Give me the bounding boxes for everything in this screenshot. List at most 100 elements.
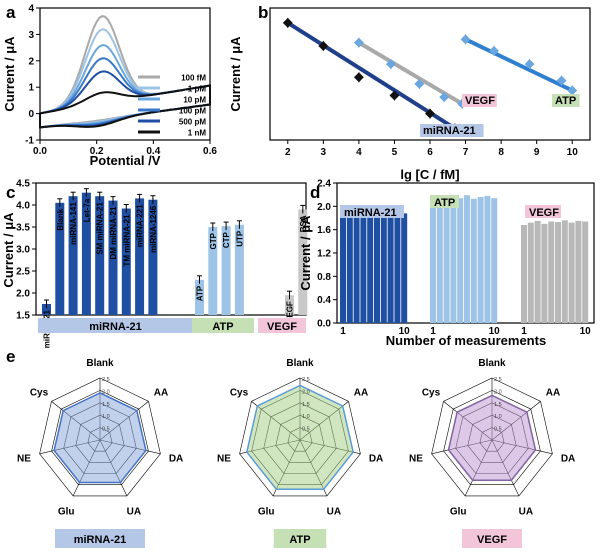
bar-ATP-3 [443,199,450,323]
radar-chart-VEGF: 0.5 1.0 1.5 2.0 2.5 Blank AA DA UA Glu NE Cys VEGF [409,358,575,548]
data-point [556,75,567,86]
radar-tag-VEGF: VEGF [477,534,507,546]
radar-ring-label: 1.5 [494,402,502,408]
panel-b-xtick-label: 4 [356,147,362,158]
data-point [353,72,364,83]
data-point [524,59,535,70]
panel-c-ytick-label: 4.5 [16,179,30,190]
bar-BSA [298,209,308,315]
radar-tag-bg [55,529,145,548]
bar-ATP-1 [430,197,436,323]
radar-tag-bg [462,529,522,548]
radar-axis-label: Blank [86,358,114,369]
panel-d-xtick-label: 1 [340,326,346,337]
series-tag-miRNA-21: miRNA-21 [423,125,476,137]
radar-axis-label: NE [409,453,423,464]
group-tag-miRNA-21: miRNA-21 [89,321,142,333]
bar-label: VEGF [286,301,295,323]
bar-VEGF-4 [541,223,548,323]
bar-DM-miRNA-21 [108,200,118,315]
radar-axis-label: UA [519,506,533,517]
panel-d-ytick-label: 0.0 [317,319,331,330]
radar-ring-label: 2.0 [102,389,110,395]
panel-b-xtick-label: 2 [285,147,291,158]
bar-UTP [234,224,244,315]
panel-letter-c: c [6,183,15,202]
radar-axis-label: UA [327,506,341,517]
series-tag-bg [462,94,497,107]
legend-label: 500 pM [179,118,206,127]
radar-ring-label: 2.5 [302,377,310,383]
legend-label: 100 fM [181,74,206,83]
bar-miRNA-21 [42,304,51,315]
panel-a-xtick-label: 0.4 [146,146,160,157]
group-tag-bg [430,195,459,208]
panel-c-ylabel: Current / μA [1,212,16,288]
bar-miRNA-21-1 [340,212,346,323]
bar-ATP-4 [450,196,457,323]
panel-c-ytick-label: 1.5 [16,311,30,322]
bar-miRNA-21-4 [360,208,367,323]
panel-d-stability-chart: miRNA-21 1 10 ATP 1 10 VEGF 1 10 0.0 0.4 0.8 1.2 1.6… [298,179,595,348]
bar-label: CTP [222,231,231,248]
bar-ATP-10 [491,198,498,323]
group-tag-ATP: ATP [212,321,233,333]
group-tag-ATP: ATP [434,197,455,209]
radar-grid-ring [239,377,361,497]
bar-VEGF-3 [534,220,541,323]
group-tag-bg [38,318,193,333]
radar-chart-miRNA-21: 0.5 1.0 1.5 2.0 2.5 Blank AA DA UA Glu NE Cys miRNA-… [17,358,183,548]
panel-c-ytick-label: 4.0 [16,201,30,212]
radar-ring-label: 1.5 [102,402,110,408]
legend-label: 100 pM [179,107,206,116]
panel-letter-d: d [310,183,320,202]
bar-ATP-8 [477,197,484,323]
group-tag-bg [192,318,254,333]
panel-d-ytick-label: 2.0 [317,202,331,213]
panel-a-ytick-label: 1 [28,83,34,94]
bar-label: miRNA-141 [69,202,78,245]
radar-ring-label: 2.5 [494,377,502,383]
panel-a-ytick-label: 3 [28,30,34,41]
bar-miRNA-21-2 [346,209,353,323]
panel-c-ytick-label: 2.5 [16,267,30,278]
panel-b-xlabel: lg [C / fM] [400,167,459,182]
bar-VEGF-5 [548,221,555,323]
bar-CTP [221,226,231,315]
panel-letter-e: e [6,347,15,366]
bar-label: ATP [196,285,205,301]
data-point [567,85,578,96]
panel-c-ytick-label: 2.0 [16,289,30,300]
panel-a-ytick-label: -1 [25,136,34,147]
radar-chart-ATP: 0.5 1.0 1.5 2.0 2.5 Blank AA DA UA Glu NE Cys ATP [217,358,383,548]
radar-axis-label: DA [561,453,575,464]
series-tag-bg [420,124,484,137]
panel-a-ytick-label: 4 [28,4,34,15]
legend-label: 1 nM [188,129,207,138]
bar-label: Let-7a [82,198,91,222]
panel-a-frame [39,7,211,141]
bar-miRNA-141 [68,196,78,315]
radar-ring-label: 2.0 [302,389,310,395]
bar-label: BSA [299,215,308,232]
bar-label: SM miRNA-21 [96,202,105,255]
radar-axis-label: AA [154,387,168,398]
panel-b-xtick-label: 8 [498,147,504,158]
radar-data-area [245,384,355,490]
bar-ATP-9 [484,195,491,323]
bar-TM-miRNA-21 [121,208,131,315]
bar-label: miRNA-1246 [149,205,158,253]
panel-b-xtick-label: 3 [321,147,327,158]
panel-b-calibration-chart: miRNA-21 VEGF ATP 2 3 4 5 6 7 8 9 10 lg [C / fM] C… [228,7,591,182]
series-tag-ATP: ATP [555,95,576,107]
fit-line-ATP [464,37,574,93]
radar-axis-label: Blank [478,358,506,369]
radar-axis-label: Blank [286,358,314,369]
bar-ATP-6 [464,195,470,323]
bar-label: miRNA-221 [136,204,145,247]
panel-b-xtick-label: 7 [463,147,469,158]
panel-d-xlabel: Number of measurements [386,333,546,348]
panel-d-ytick-label: 1.6 [317,225,331,236]
bar-label: DM miRNA-21 [109,206,118,259]
